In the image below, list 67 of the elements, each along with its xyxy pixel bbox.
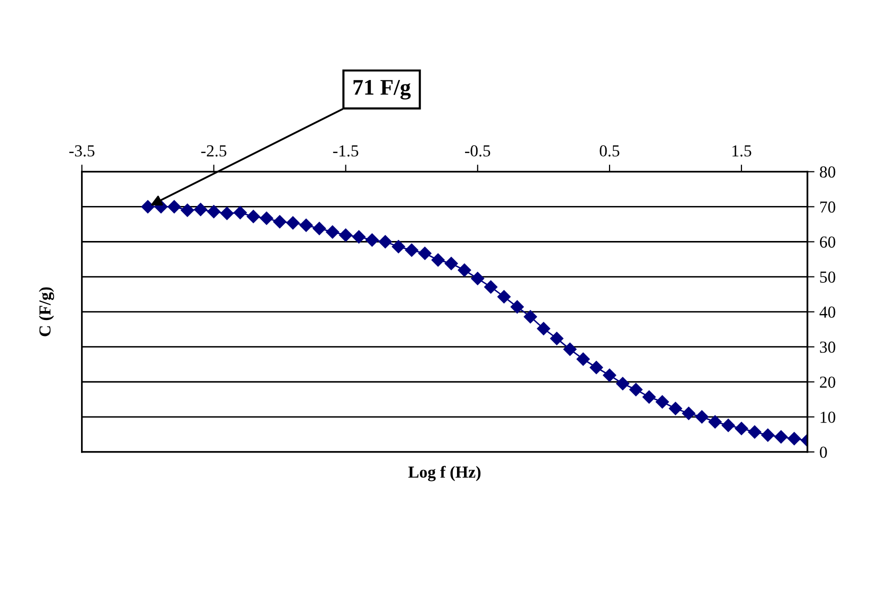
point bbox=[576, 352, 590, 366]
point bbox=[682, 406, 696, 420]
point bbox=[774, 430, 788, 444]
point bbox=[180, 204, 194, 217]
y-tick-label: 30 bbox=[820, 342, 836, 353]
point bbox=[194, 202, 208, 216]
x-tick-label: 1.5 bbox=[732, 145, 752, 157]
point bbox=[510, 300, 524, 314]
y-tick-label: 70 bbox=[820, 201, 836, 213]
point bbox=[761, 428, 774, 442]
x-tick-label: -1.5 bbox=[333, 145, 358, 157]
x-tick-label: 0.5 bbox=[600, 145, 620, 157]
x-axis-title: Log f (Hz) bbox=[408, 466, 480, 482]
point bbox=[536, 322, 550, 336]
point bbox=[300, 218, 313, 232]
point bbox=[722, 418, 735, 432]
point bbox=[405, 244, 418, 257]
point bbox=[339, 228, 352, 242]
point bbox=[207, 205, 220, 218]
point bbox=[260, 212, 274, 225]
point bbox=[748, 425, 762, 439]
point bbox=[590, 360, 603, 374]
point bbox=[220, 206, 234, 220]
y-tick-label: 50 bbox=[820, 271, 836, 283]
point bbox=[550, 332, 564, 346]
point bbox=[286, 216, 300, 230]
y-axis-title: C (F/g) bbox=[38, 287, 54, 336]
point bbox=[629, 382, 643, 396]
y-tick-label: 20 bbox=[820, 376, 836, 388]
point bbox=[602, 368, 616, 382]
point bbox=[563, 342, 577, 356]
point bbox=[524, 310, 537, 324]
point bbox=[392, 240, 406, 254]
y-tick-label: 80 bbox=[820, 166, 836, 178]
point bbox=[326, 225, 340, 239]
point bbox=[234, 206, 247, 220]
point bbox=[418, 246, 432, 260]
point bbox=[458, 264, 472, 277]
point bbox=[668, 402, 682, 416]
point bbox=[484, 280, 498, 294]
point bbox=[788, 432, 801, 446]
point bbox=[708, 415, 722, 428]
x-tick-label: -0.5 bbox=[465, 145, 490, 157]
point bbox=[431, 253, 445, 267]
point bbox=[273, 215, 286, 228]
point bbox=[734, 422, 748, 436]
point bbox=[497, 290, 511, 304]
y-tick-label: 40 bbox=[820, 306, 836, 318]
point bbox=[471, 272, 484, 286]
point bbox=[616, 377, 630, 390]
x-tick-label: -2.5 bbox=[201, 145, 226, 157]
y-tick-label: 60 bbox=[820, 236, 836, 248]
point bbox=[378, 235, 392, 248]
point bbox=[642, 390, 656, 404]
x-tick-label: -3.5 bbox=[69, 145, 94, 157]
point bbox=[141, 200, 154, 214]
point bbox=[444, 256, 458, 270]
annotation: 71 F/g bbox=[354, 80, 411, 100]
y-tick-label: 10 bbox=[820, 412, 836, 423]
point bbox=[366, 233, 379, 247]
point bbox=[312, 222, 326, 236]
point bbox=[168, 200, 181, 214]
point bbox=[246, 210, 260, 224]
point bbox=[656, 395, 669, 408]
y-tick-label: 0 bbox=[820, 446, 827, 458]
point bbox=[352, 230, 366, 244]
point bbox=[695, 410, 708, 424]
